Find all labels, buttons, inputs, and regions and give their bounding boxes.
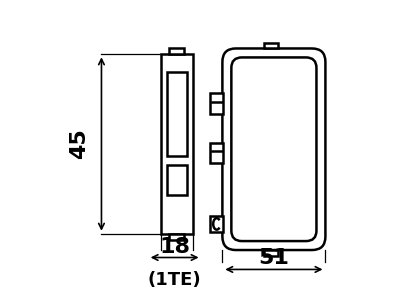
Bar (264, 250, 278, 256)
Text: (1TE): (1TE) (148, 271, 202, 289)
Bar (167, 165, 186, 195)
Bar (167, 72, 186, 156)
Bar (210, 216, 223, 232)
Bar (264, 43, 278, 49)
Bar (210, 93, 223, 114)
Bar (169, 234, 184, 240)
Bar (161, 54, 192, 234)
Text: 18: 18 (159, 237, 190, 257)
Bar (169, 48, 184, 54)
Text: 51: 51 (259, 248, 290, 268)
Text: 45: 45 (69, 129, 89, 159)
FancyBboxPatch shape (231, 57, 316, 241)
FancyBboxPatch shape (222, 49, 326, 250)
Bar (210, 142, 223, 164)
